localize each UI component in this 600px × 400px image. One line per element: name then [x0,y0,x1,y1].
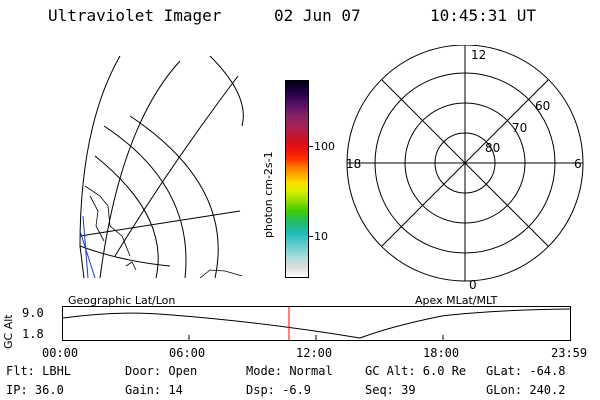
filter-status: Flt: LBHL [6,364,72,378]
map-parallel-line [79,210,241,237]
instrument-title: Ultraviolet Imager [48,6,222,25]
mlat-label-60: 60 [535,99,550,113]
timeline-xtick: 06:00 [169,346,206,360]
coastline [84,185,131,257]
mlat-label-70: 70 [512,121,527,135]
map-meridian-line [99,60,181,278]
map-parallel-line [129,115,219,278]
map-parallel-line [94,155,159,278]
track-line [79,230,96,278]
glon-status: GLon: 240.2 [486,383,566,397]
colorbar-tick-label: 10 [314,230,328,243]
map-meridian-line [114,75,239,257]
timeline-plot [62,306,571,341]
door-status: Door: Open [125,364,198,378]
mlat-label-80: 80 [485,141,500,155]
timeline-frame [62,306,571,341]
coastline [125,261,137,271]
altitude-curve [62,308,571,339]
mlt-label-12: 12 [471,48,486,62]
polar-diagonal-line [381,79,549,247]
ip-status: IP: 36.0 [6,383,64,397]
gain-status: Gain: 14 [125,383,183,397]
polar-plot: 12 18 6 0 60 70 80 [346,45,584,292]
time-label: 10:45:31 UT [430,6,536,25]
mode-status: Mode: Normal [246,364,333,378]
map-parallel-line [79,245,171,267]
timeline-xtick: 00:00 [42,346,79,360]
date-label: 02 Jun 07 [274,6,361,25]
timeline-ymax: 9.0 [22,306,44,320]
glat-status: GLat: -64.8 [486,364,566,378]
geographic-map [79,56,244,278]
seq-status: Seq: 39 [365,383,416,397]
timeline-ymin: 1.8 [22,327,44,341]
timeline-ylabel: GC Alt [2,314,15,349]
coastline [89,195,105,242]
colorbar-tick-label: 100 [314,140,335,153]
colorbar-units-label: photon cm-2s-1 [262,151,275,238]
gc-alt-status: GC Alt: 6.0 Re [365,364,467,378]
mlt-label-0: 0 [469,278,477,292]
coastline [199,269,243,278]
dsp-status: Dsp: -6.9 [246,383,312,397]
colorbar-tick [308,236,313,237]
map-parallel-line [103,125,187,278]
geographic-panel-label: Geographic Lat/Lon [68,294,176,307]
colorbar-tick [308,146,313,147]
timeline-xtick: 18:00 [423,346,460,360]
mlt-label-6: 6 [574,157,582,171]
color-bar [285,80,309,278]
timeline-xtick: 12:00 [296,346,333,360]
timeline-xtick: 23:59 [551,346,588,360]
map-meridian-line [79,56,121,278]
map-parallel-line [209,56,244,127]
mlt-label-18: 18 [346,157,361,171]
apex-panel-label: Apex MLat/MLT [415,294,498,307]
